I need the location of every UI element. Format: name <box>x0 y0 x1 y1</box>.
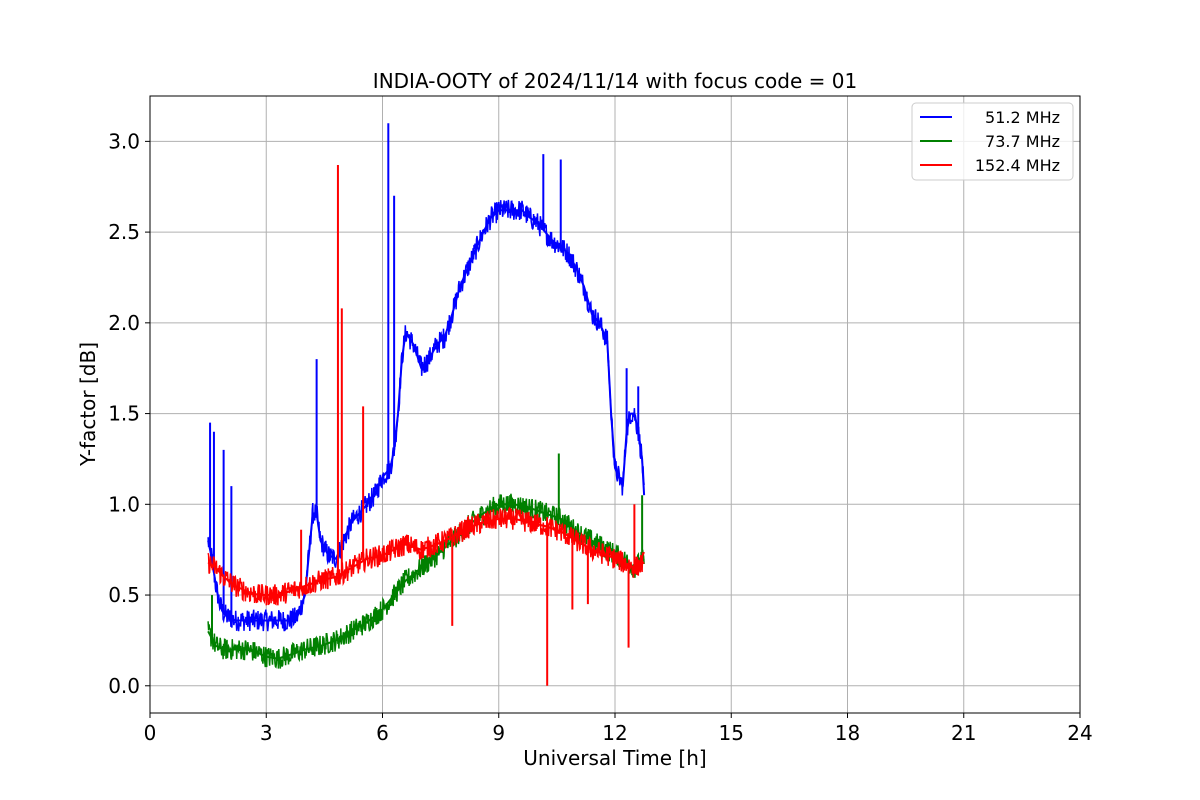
x-tick-label: 6 <box>376 721 389 745</box>
legend-label: 51.2 MHz <box>985 108 1060 127</box>
series-noise-2 <box>207 506 645 606</box>
x-tick-label: 0 <box>144 721 157 745</box>
legend-label: 73.7 MHz <box>985 132 1060 151</box>
y-tick-label: 2.5 <box>108 220 140 244</box>
x-tick-label: 18 <box>835 721 860 745</box>
x-tick-label: 24 <box>1067 721 1092 745</box>
series-noise-1 <box>207 493 645 669</box>
chart-title: INDIA-OOTY of 2024/11/14 with focus code… <box>373 69 857 93</box>
y-tick-label: 0.5 <box>108 583 140 607</box>
y-tick-label: 3.0 <box>108 129 140 153</box>
x-axis-label: Universal Time [h] <box>523 746 706 770</box>
x-tick-label: 12 <box>602 721 627 745</box>
y-tick-label: 0.0 <box>108 674 140 698</box>
series-noise-0 <box>207 199 645 632</box>
y-tick-label: 1.0 <box>108 492 140 516</box>
tick-layer: 0 3 6 9 12 15 18 21 24 0.0 0.5 1.0 1.5 2.0 2.5 3.0 <box>108 129 1093 745</box>
y-tick-label: 1.5 <box>108 402 140 426</box>
series-layer <box>207 123 646 686</box>
x-tick-label: 15 <box>719 721 744 745</box>
y-axis-label: Y-factor [dB] <box>76 342 100 467</box>
x-tick-label: 9 <box>492 721 505 745</box>
legend: 51.2 MHz 73.7 MHz 152.4 MHz <box>911 102 1074 181</box>
legend-label: 152.4 MHz <box>975 156 1060 175</box>
y-tick-label: 2.0 <box>108 311 140 335</box>
x-tick-label: 3 <box>260 721 273 745</box>
x-tick-label: 21 <box>951 721 976 745</box>
legend-box <box>911 102 1074 181</box>
